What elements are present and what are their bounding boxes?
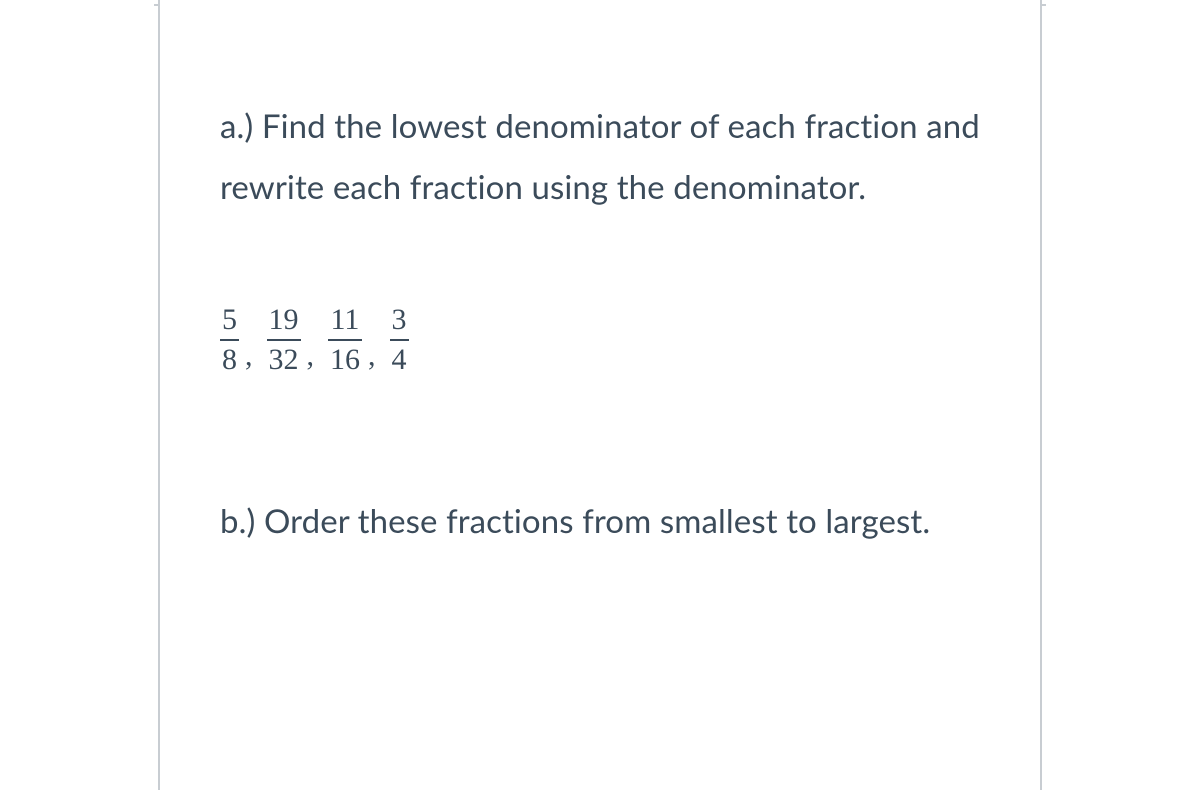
part-a-body: Find the lowest denominator of each frac…: [220, 106, 980, 207]
fraction-1: 5 8: [220, 304, 239, 375]
fraction-separator: ,: [362, 339, 390, 375]
part-b-body: Order these fractions from smallest to l…: [264, 501, 930, 541]
fraction-bar: [267, 339, 301, 341]
fraction-bar: [220, 339, 239, 341]
fraction-separator: ,: [301, 339, 329, 375]
fraction-4: 3 4: [390, 304, 409, 375]
question-content: a.) Find the lowest denominator of each …: [160, 0, 1040, 552]
question-panel: a.) Find the lowest denominator of each …: [158, 0, 1042, 790]
part-a-text: a.) Find the lowest denominator of each …: [220, 96, 980, 218]
fraction-numerator: 5: [220, 304, 239, 336]
fraction-bar: [328, 339, 362, 341]
part-a-label: a.): [220, 106, 253, 146]
fraction-list: 5 8 , 19 32 , 11 16 , 3 4: [220, 304, 980, 375]
fraction-numerator: 3: [390, 304, 409, 336]
fraction-denominator: 32: [267, 344, 301, 376]
fraction-denominator: 4: [390, 344, 409, 376]
fraction-denominator: 16: [328, 344, 362, 376]
fraction-numerator: 19: [267, 304, 301, 336]
part-b-label: b.): [220, 501, 255, 541]
fraction-3: 11 16: [328, 304, 362, 375]
fraction-numerator: 11: [329, 304, 362, 336]
part-b-text: b.) Order these fractions from smallest …: [220, 491, 980, 552]
fraction-denominator: 8: [220, 344, 239, 376]
fraction-2: 19 32: [267, 304, 301, 375]
fraction-bar: [390, 339, 409, 341]
fraction-separator: ,: [239, 339, 267, 375]
